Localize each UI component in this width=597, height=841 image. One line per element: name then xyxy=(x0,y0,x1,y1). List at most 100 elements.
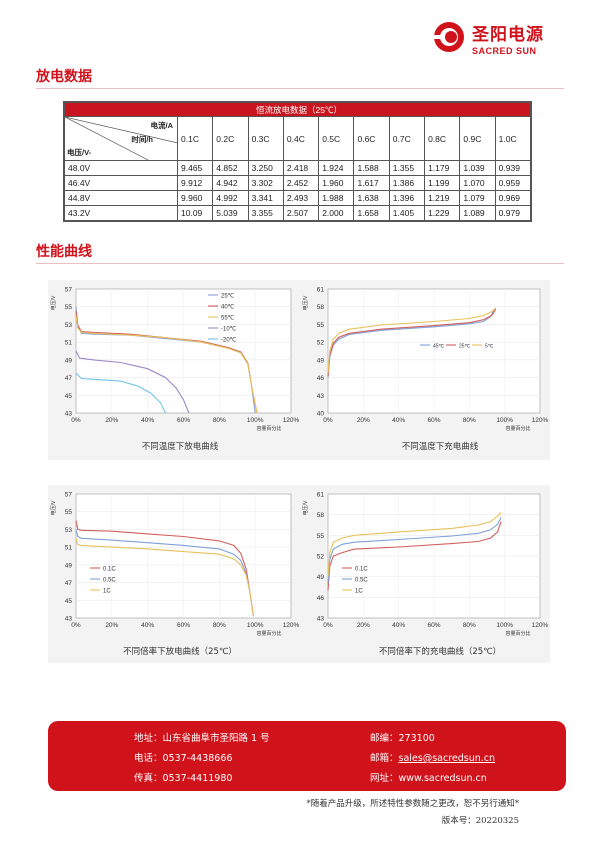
x-tick-label: 80% xyxy=(463,417,476,424)
legend-label: -20℃ xyxy=(221,337,237,343)
series-line xyxy=(75,315,258,414)
legend-label: 55℃ xyxy=(221,315,235,321)
y-tick-label: 49 xyxy=(317,574,325,581)
time-cell: 0.939 xyxy=(494,160,532,176)
series-line xyxy=(75,520,254,617)
time-cell: 2.493 xyxy=(282,190,320,206)
y-tick-label: 53 xyxy=(65,527,73,534)
y-tick-label: 58 xyxy=(317,512,325,519)
time-cell: 1.386 xyxy=(388,175,426,191)
rate-header: 0.8C xyxy=(424,116,461,161)
time-cell: 2.452 xyxy=(282,175,320,191)
table-row: 46.4V 9.912 4.942 3.302 2.452 1.960 1.617 1.386… xyxy=(64,175,532,191)
time-cell: 1.219 xyxy=(424,190,461,206)
y-tick-label: 61 xyxy=(317,492,325,499)
section-divider xyxy=(36,88,564,89)
x-tick-label: 60% xyxy=(177,622,190,629)
legend-label: 0.5C xyxy=(103,577,116,583)
y-axis-label: 电压/V xyxy=(50,295,57,310)
y-tick-label: 47 xyxy=(65,375,73,382)
table-row: 43.2V 10.09 5.039 3.355 2.507 2.000 1.658 1.405… xyxy=(64,205,532,221)
x-tick-label: 20% xyxy=(105,417,118,424)
time-cell: 3.302 xyxy=(247,175,284,191)
time-cell: 0.969 xyxy=(494,190,532,206)
time-cell: 4.852 xyxy=(212,160,249,176)
chart-title: 不同倍率下的充电曲线（25℃） xyxy=(378,647,502,657)
rate-header: 0.7C xyxy=(388,116,426,161)
time-cell: 1.355 xyxy=(388,160,426,176)
table-row: 44.8V 9.960 4.992 3.341 2.493 1.988 1.638 1.396… xyxy=(64,190,532,206)
y-tick-label: 55 xyxy=(317,322,325,329)
x-tick-label: 120% xyxy=(532,622,549,629)
voltage-cell: 43.2V xyxy=(64,205,178,221)
x-tick-label: 120% xyxy=(283,622,300,629)
header-voltage: 电压/V- xyxy=(67,148,92,157)
y-tick-label: 49 xyxy=(317,357,325,364)
charge-rate-chart: 61 58 55 52 49 46 430% 20% 40% 60% 80% 100% 120% 电压/V… xyxy=(302,492,549,638)
email-link[interactable]: sales@sacredsun.cn xyxy=(398,753,496,764)
x-tick-label: 120% xyxy=(283,417,300,424)
table-title: 恒流放电数据（25℃） xyxy=(64,102,531,117)
time-cell: 3.250 xyxy=(247,160,284,176)
y-tick-label: 46 xyxy=(317,595,325,602)
y-tick-label: 45 xyxy=(65,393,73,400)
chart-title: 不同温度下放电曲线 xyxy=(141,442,219,452)
time-cell: 2.000 xyxy=(318,205,355,221)
phone-row: 电话：0537-4438666 xyxy=(134,750,232,764)
legend-label: 1C xyxy=(103,588,111,594)
disclaimer-note: *随着产品升级，所述特性参数随之更改，恕不另行通知* xyxy=(306,799,519,809)
phone-value: 0537-4438666 xyxy=(162,753,233,764)
legend-label: 5℃ xyxy=(485,343,494,349)
legend-label: 0.5C xyxy=(355,577,368,583)
legend-label: 0.1C xyxy=(355,566,368,572)
time-cell: 3.355 xyxy=(247,205,284,221)
y-tick-label: 45 xyxy=(65,598,73,605)
address-value: 山东省曲阜市圣阳路 1 号 xyxy=(162,733,270,744)
y-tick-label: 49 xyxy=(65,562,73,569)
y-axis-label: 电压/V xyxy=(50,500,57,515)
rate-header: 0.9C xyxy=(459,116,496,161)
x-tick-label: 100% xyxy=(247,417,264,424)
website-link[interactable]: www.sacredsun.cn xyxy=(398,773,487,784)
email-label: 邮箱： xyxy=(370,753,399,764)
time-cell: 1.079 xyxy=(459,190,496,206)
series-line xyxy=(327,521,502,591)
y-tick-label: 43 xyxy=(65,411,73,418)
time-cell: 0.959 xyxy=(494,175,532,191)
y-tick-label: 52 xyxy=(317,554,325,561)
time-cell: 1.924 xyxy=(318,160,355,176)
x-axis-label: 容量百分比 xyxy=(505,630,530,637)
email-row: 邮箱：sales@sacredsun.cn xyxy=(370,750,495,764)
rate-header: 0.1C xyxy=(176,116,214,161)
time-cell: 0.979 xyxy=(494,205,532,221)
legend-label: 40℃ xyxy=(221,304,235,310)
time-cell: 1.039 xyxy=(459,160,496,176)
chart-title: 不同温度下充电曲线 xyxy=(401,442,479,452)
time-cell: 1.617 xyxy=(353,175,390,191)
y-tick-label: 52 xyxy=(317,340,325,347)
x-tick-label: 100% xyxy=(247,622,264,629)
section-divider xyxy=(36,263,564,264)
section-title-curves: 性能曲线 xyxy=(36,244,92,260)
x-tick-label: 80% xyxy=(213,417,226,424)
header-current: 电流/A xyxy=(150,121,174,130)
diagonal-lines xyxy=(65,117,178,161)
y-tick-label: 43 xyxy=(65,616,73,623)
rate-header: 0.3C xyxy=(247,116,284,161)
x-tick-label: 40% xyxy=(141,417,154,424)
x-tick-label: 40% xyxy=(392,417,405,424)
x-tick-label: 80% xyxy=(463,622,476,629)
address-label: 地址： xyxy=(134,733,163,744)
time-cell: 10.09 xyxy=(176,205,214,221)
time-cell: 9.465 xyxy=(176,160,214,176)
time-cell: 4.992 xyxy=(212,190,249,206)
time-cell: 9.912 xyxy=(176,175,214,191)
time-cell: 1.396 xyxy=(388,190,426,206)
voltage-cell: 48.0V xyxy=(64,160,178,176)
series-line xyxy=(327,512,502,577)
series-line xyxy=(327,517,502,584)
time-cell: 1.089 xyxy=(459,205,496,221)
x-axis-label: 容量百分比 xyxy=(256,425,281,432)
x-axis-label: 容量百分比 xyxy=(505,425,530,432)
y-tick-label: 51 xyxy=(65,545,73,552)
